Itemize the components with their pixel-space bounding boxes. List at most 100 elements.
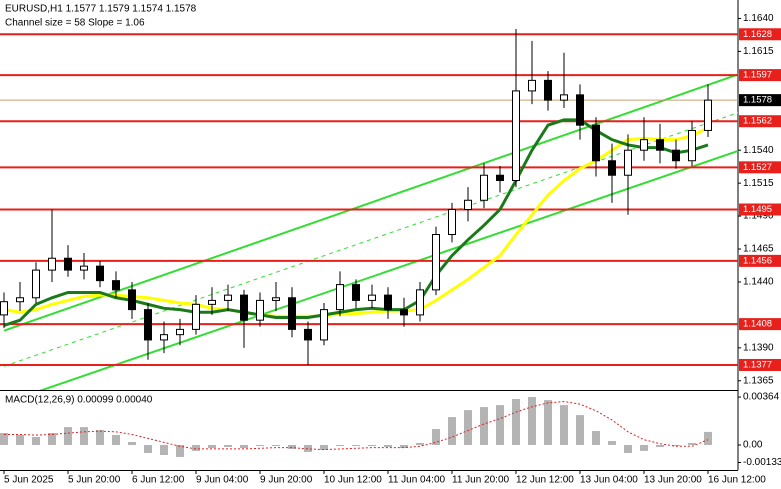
macd-histogram-bar bbox=[256, 444, 264, 447]
macd-histogram-bar bbox=[432, 429, 440, 445]
macd-histogram-bar bbox=[160, 444, 168, 455]
y-tick-label: 1.1440 bbox=[743, 277, 774, 288]
macd-histogram-bar bbox=[336, 444, 344, 447]
candle-body bbox=[560, 94, 568, 101]
level-label: 1.1495 bbox=[743, 204, 772, 215]
x-tick-label: 6 Jun 12:00 bbox=[132, 475, 185, 486]
candle-body bbox=[640, 139, 648, 151]
level-label: 1.1562 bbox=[743, 116, 772, 127]
x-tick-label: 9 Jun 04:00 bbox=[196, 475, 249, 486]
macd-histogram-bar bbox=[224, 444, 232, 447]
candle-body bbox=[64, 257, 72, 271]
macd-histogram-bar bbox=[192, 444, 200, 451]
macd-histogram-bar bbox=[128, 441, 136, 445]
candle-body bbox=[320, 309, 328, 341]
macd-panel bbox=[0, 397, 712, 457]
macd-histogram-bar bbox=[16, 434, 24, 445]
level-label: 1.1456 bbox=[743, 255, 772, 266]
level-label-box bbox=[739, 203, 781, 216]
y-tick-label: 1.1390 bbox=[743, 342, 774, 353]
candle-body bbox=[304, 328, 312, 341]
candle-body bbox=[144, 309, 152, 341]
macd-histogram-bar bbox=[48, 433, 56, 445]
candle-body bbox=[336, 284, 344, 311]
macd-histogram-bar bbox=[560, 405, 568, 445]
macd-histogram-bar bbox=[576, 415, 584, 445]
macd-histogram-bar bbox=[688, 443, 696, 445]
candle-body bbox=[272, 297, 280, 301]
candle-body bbox=[688, 129, 696, 162]
macd-histogram-bar bbox=[144, 444, 152, 454]
macd-histogram-bar bbox=[288, 444, 296, 449]
y-tick-label: 1.1640 bbox=[743, 13, 774, 24]
candle-body bbox=[48, 257, 56, 271]
candle-body bbox=[96, 265, 104, 282]
candle-body bbox=[160, 334, 168, 341]
level-label-box bbox=[739, 318, 781, 331]
x-tick-label: 13 Jun 04:00 bbox=[580, 475, 638, 486]
macd-histogram-bar bbox=[512, 399, 520, 445]
chart-title: EURUSD,H1 1.1577 1.1579 1.1574 1.1578 bbox=[5, 4, 197, 15]
x-tick-label: 12 Jun 12:00 bbox=[516, 475, 574, 486]
candle-body bbox=[256, 299, 264, 321]
macd-histogram-bar bbox=[384, 444, 392, 447]
candle-body bbox=[224, 294, 232, 301]
macd-histogram-bar bbox=[640, 444, 648, 451]
level-label-box bbox=[739, 69, 781, 82]
macd-histogram-bar bbox=[704, 431, 712, 445]
macd-title: MACD(12,26,9) 0.00099 0.00040 bbox=[5, 395, 153, 406]
candle-body bbox=[592, 124, 600, 162]
candle-body bbox=[544, 79, 552, 101]
y-tick-label: 1.1615 bbox=[743, 46, 774, 57]
macd-histogram-bar bbox=[544, 400, 552, 445]
moving-average bbox=[3, 126, 709, 318]
candle-body bbox=[80, 265, 88, 271]
candle-body bbox=[464, 199, 472, 210]
level-label: 1.1408 bbox=[743, 319, 772, 330]
channel-lower bbox=[39, 149, 738, 390]
macd-histogram-bar bbox=[0, 433, 8, 445]
macd-histogram-bar bbox=[112, 434, 120, 445]
macd-histogram-bar bbox=[480, 407, 488, 445]
x-tick-label: 9 Jun 20:00 bbox=[260, 475, 313, 486]
candle-body bbox=[208, 299, 216, 305]
level-label-box bbox=[739, 28, 781, 41]
candle-body bbox=[112, 280, 120, 291]
macd-histogram-bar bbox=[672, 444, 680, 447]
macd-histogram-bar bbox=[448, 417, 456, 445]
macd-histogram-bar bbox=[320, 444, 328, 450]
macd-signal-line bbox=[4, 401, 709, 451]
candle-body bbox=[384, 294, 392, 311]
candle-body bbox=[352, 284, 360, 301]
candle-body bbox=[512, 90, 520, 182]
macd-histogram-bar bbox=[608, 441, 616, 445]
candle-body bbox=[496, 174, 504, 182]
candle-body bbox=[528, 79, 536, 92]
macd-histogram-bar bbox=[656, 444, 664, 447]
macd-histogram-bar bbox=[176, 444, 184, 457]
level-label: 1.1377 bbox=[743, 359, 772, 370]
x-tick-label: 11 Jun 20:00 bbox=[452, 475, 510, 486]
x-tick-label: 13 Jun 20:00 bbox=[644, 475, 702, 486]
macd-histogram-bar bbox=[496, 405, 504, 445]
chart-subtitle: Channel size = 58 Slope = 1.06 bbox=[5, 18, 145, 29]
macd-histogram-bar bbox=[416, 443, 424, 445]
channel-upper bbox=[3, 73, 738, 332]
level-label-box bbox=[739, 115, 781, 128]
axes: 1.16401.16151.15401.15151.14901.14651.14… bbox=[3, 13, 781, 486]
macd-histogram-bar bbox=[624, 444, 632, 454]
macd-histogram-bar bbox=[400, 444, 408, 449]
x-tick-label: 5 Jun 2025 bbox=[4, 475, 54, 486]
y-tick-label: 0.00 bbox=[743, 440, 763, 451]
y-tick-label: 0.00364 bbox=[743, 392, 780, 403]
candle-body bbox=[176, 328, 184, 336]
candle-body bbox=[672, 149, 680, 162]
candle-body bbox=[240, 294, 248, 321]
y-tick-label: 1.1515 bbox=[743, 178, 774, 189]
macd-histogram-bar bbox=[64, 427, 72, 445]
candle-body bbox=[608, 160, 616, 176]
y-tick-label: 1.1540 bbox=[743, 145, 774, 156]
y-tick-label: 1.1490 bbox=[743, 211, 774, 222]
level-label: 1.1527 bbox=[743, 162, 772, 173]
macd-histogram-bar bbox=[96, 429, 104, 445]
